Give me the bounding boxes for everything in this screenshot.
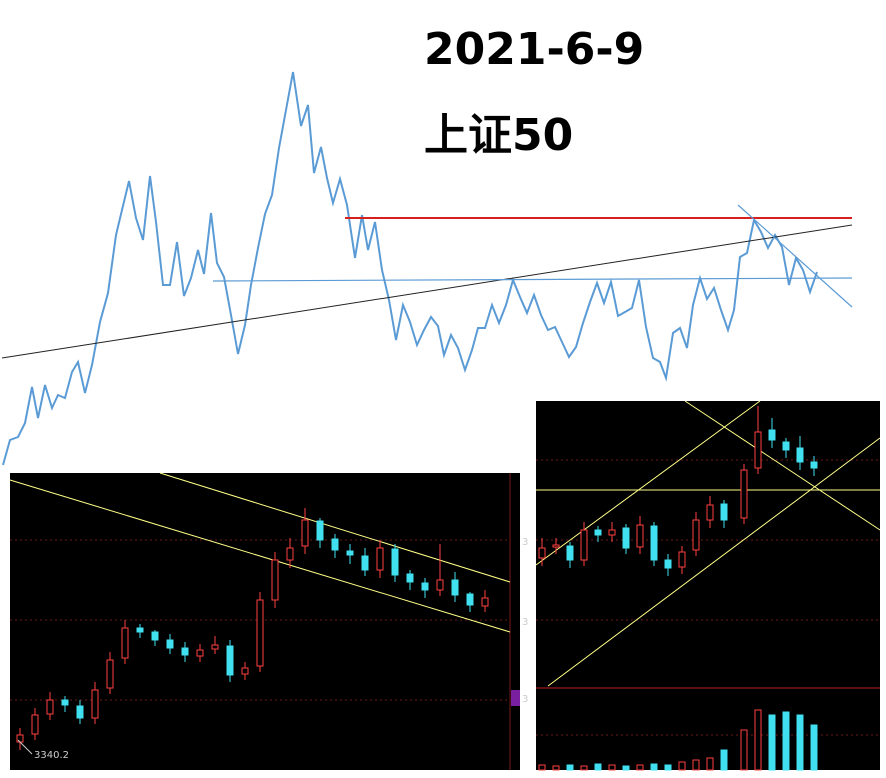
volume-bar: [692, 759, 700, 771]
candle-body: [552, 544, 560, 548]
main-chart: [2, 71, 818, 466]
title: 2021-6-9: [424, 24, 644, 75]
channel-line: [9, 479, 511, 633]
subtitle: 上证50: [424, 110, 573, 161]
candle-body: [286, 547, 294, 561]
channel-line: [684, 400, 881, 531]
down-trend-line: [737, 204, 853, 308]
candle-body: [466, 593, 474, 606]
volume-bar: [636, 764, 644, 771]
candle-body: [331, 538, 339, 551]
volume-bar: [566, 764, 574, 771]
candle-body: [136, 627, 144, 633]
right-panel: [536, 401, 880, 770]
candle-body: [196, 649, 204, 657]
volume-bar: [782, 711, 790, 771]
candle-body: [594, 529, 602, 536]
volume-bar: [678, 761, 686, 771]
candle-body: [361, 555, 369, 571]
volume-bar: [740, 729, 748, 771]
candle-body: [664, 559, 672, 569]
axis-marker: [511, 690, 520, 706]
candle-body: [91, 689, 99, 719]
candle-body: [740, 469, 748, 519]
annotation-pointer: [17, 739, 33, 755]
candle-body: [706, 504, 714, 521]
price-annotation: 3340.2: [34, 750, 69, 761]
volume-bar: [664, 764, 672, 771]
candle-body: [451, 579, 459, 596]
channel-line: [535, 400, 761, 566]
candle-body: [256, 599, 264, 667]
candle-body: [768, 429, 776, 441]
candle-body: [76, 705, 84, 719]
candle-body: [61, 699, 69, 706]
candle-body: [436, 579, 444, 591]
left-panel: [10, 473, 520, 770]
candle-body: [636, 524, 644, 548]
candle-body: [121, 627, 129, 659]
candle-body: [151, 631, 159, 641]
left-candles: 3340.2 3 3 3: [16, 508, 528, 761]
channel-line: [547, 437, 881, 687]
right-grid: [536, 459, 880, 736]
volume-bar: [552, 765, 560, 771]
candle-body: [538, 547, 546, 559]
candle-body: [754, 431, 762, 469]
candle-body: [796, 447, 804, 463]
candle-body: [421, 582, 429, 591]
axis-label: 3: [522, 694, 528, 705]
support-line: [212, 277, 853, 282]
candle-body: [301, 519, 309, 547]
candle-body: [608, 529, 616, 536]
candle-body: [181, 647, 189, 656]
axis-label: 3: [522, 537, 528, 548]
candle-body: [271, 559, 279, 601]
volume-bar: [706, 757, 714, 771]
candle-body: [566, 545, 574, 561]
volume-bar: [720, 749, 728, 771]
volume-bar: [580, 765, 588, 771]
candle-body: [346, 550, 354, 556]
candle-body: [650, 525, 658, 561]
candle-body: [622, 527, 630, 549]
candle-body: [211, 644, 219, 650]
trend-line: [1, 224, 853, 359]
volume-bar: [594, 763, 602, 771]
candle-body: [810, 461, 818, 469]
volume-bar: [622, 765, 630, 771]
candle-body: [720, 503, 728, 521]
volume-bar: [608, 764, 616, 771]
candle-body: [406, 573, 414, 583]
volume-bar: [796, 714, 804, 771]
volume-bar: [768, 714, 776, 771]
candle-body: [391, 548, 399, 576]
candle-body: [46, 699, 54, 715]
candle-body: [580, 529, 588, 561]
volume-bar: [650, 763, 658, 771]
candle-body: [782, 441, 790, 451]
volume-bar: [810, 724, 818, 771]
candle-body: [481, 597, 489, 607]
candle-body: [678, 551, 686, 568]
candle-body: [226, 645, 234, 676]
candle-body: [241, 667, 249, 675]
candle-body: [692, 519, 700, 551]
candle-body: [316, 520, 324, 541]
price-line: [2, 71, 818, 466]
right-candles: [538, 406, 818, 771]
candle-body: [106, 659, 114, 689]
axis-label: 3: [522, 617, 528, 628]
candle-body: [16, 734, 24, 743]
candle-body: [166, 639, 174, 649]
channel-line: [159, 472, 511, 583]
candle-body: [376, 547, 384, 571]
volume-bar: [754, 709, 762, 771]
volume-bar: [538, 764, 546, 771]
candle-body: [31, 714, 39, 735]
